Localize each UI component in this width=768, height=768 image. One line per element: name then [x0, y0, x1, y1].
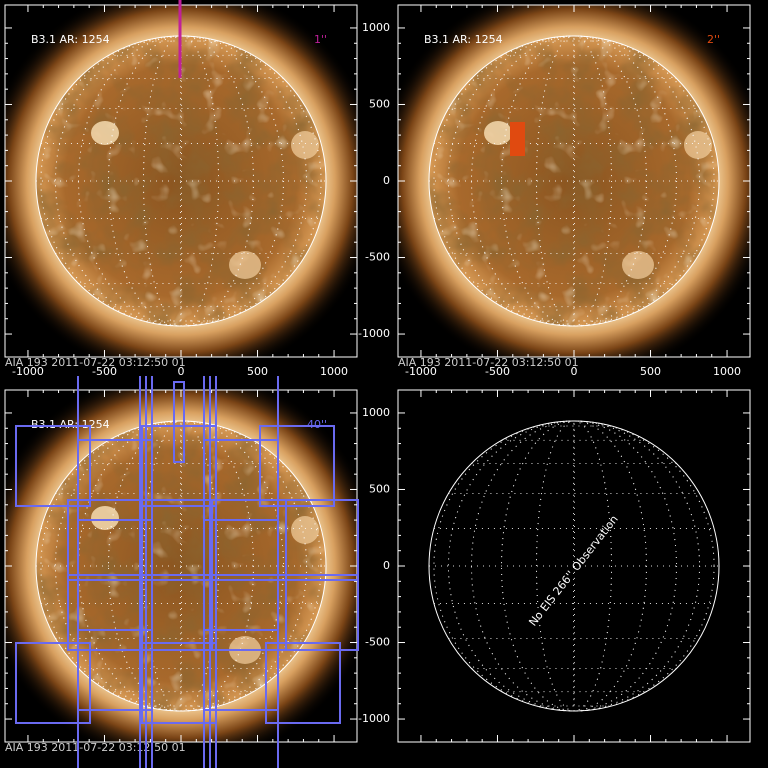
meridian	[433, 35, 715, 327]
x-tick-label: 500	[640, 365, 661, 378]
footer-label: AIA 193 2011-07-22 03:12:50 01	[5, 356, 186, 369]
meridian	[573, 35, 575, 327]
meridian	[501, 35, 647, 327]
x-tick-label: 0	[571, 365, 578, 378]
x-tick-label: 1000	[713, 365, 741, 378]
y-tick-label: 1000	[362, 21, 390, 34]
limb	[428, 420, 720, 712]
y-tick-label: 0	[383, 559, 390, 572]
raster-box	[285, 499, 359, 581]
meridian	[180, 420, 182, 712]
meridian	[447, 420, 701, 712]
meridian	[108, 35, 254, 327]
y-tick-label: -500	[365, 251, 390, 264]
panel-image	[398, 390, 750, 742]
panel-image	[398, 5, 750, 357]
slit-label: 40''	[307, 418, 327, 431]
active-region	[684, 131, 712, 159]
meridian	[108, 420, 254, 712]
panel-image	[5, 5, 357, 357]
lat-lon-grid	[36, 35, 326, 327]
panel: -1000 -500 0 500 1000 1000 500 0 -500 -1000 B3.1 A…	[358, 4, 751, 378]
raster-box	[15, 642, 91, 724]
meridian	[501, 420, 647, 712]
limb	[428, 35, 720, 327]
raster-box	[285, 574, 359, 651]
raster-box	[15, 425, 91, 507]
slit-label: 2''	[707, 33, 720, 46]
active-region	[229, 251, 261, 279]
meridian	[573, 420, 575, 712]
x-tick-label: -1000	[405, 365, 437, 378]
y-tick-label: 500	[369, 482, 390, 495]
active-region	[291, 131, 319, 159]
raster-box	[173, 381, 185, 463]
meridian	[54, 420, 308, 712]
flare-label: B3.1 AR: 1254	[31, 33, 110, 46]
x-tick-label: 1000	[320, 365, 348, 378]
footer-label: AIA 193 2011-07-22 03:12:50 01	[398, 356, 579, 369]
x-tick-label: -500	[92, 365, 117, 378]
y-tick-label: -500	[365, 636, 390, 649]
x-tick-label: -500	[485, 365, 510, 378]
flare-label: B3.1 AR: 1254	[424, 33, 503, 46]
x-tick-label: -1000	[12, 365, 44, 378]
x-tick-label: 500	[247, 365, 268, 378]
meridian	[54, 35, 308, 327]
meridian	[40, 420, 322, 712]
active-region	[91, 121, 119, 145]
meridian	[180, 35, 182, 327]
active-region	[622, 251, 654, 279]
meridian	[77, 35, 285, 327]
panel: -1000 -500 0 500 1000 B3.1 AR: 1254 1'' AIA 193…	[4, 4, 358, 378]
meridian	[470, 420, 678, 712]
meridian	[433, 420, 715, 712]
meridian	[447, 35, 701, 327]
y-tick-label: -1000	[358, 327, 390, 340]
eis-rasters	[15, 376, 359, 768]
y-tick-label: 1000	[362, 406, 390, 419]
meridian	[77, 420, 285, 712]
flare-label: B3.1 AR: 1254	[31, 418, 110, 431]
meridian	[40, 35, 322, 327]
y-tick-label: 500	[369, 97, 390, 110]
lat-lon-grid	[36, 420, 326, 712]
active-region	[91, 506, 119, 530]
meridian	[470, 35, 678, 327]
raster-box	[259, 425, 335, 507]
limb	[35, 420, 327, 712]
y-tick-label: 0	[383, 174, 390, 187]
active-region	[484, 121, 512, 145]
slit-label: 1''	[314, 33, 327, 46]
footer-label: AIA 193 2011-07-22 03:12:50 01	[5, 741, 186, 754]
y-tick-label: -1000	[358, 712, 390, 725]
raster-box	[265, 642, 341, 724]
active-region	[291, 516, 319, 544]
eis-slit	[510, 122, 525, 156]
x-tick-label: 0	[178, 365, 185, 378]
